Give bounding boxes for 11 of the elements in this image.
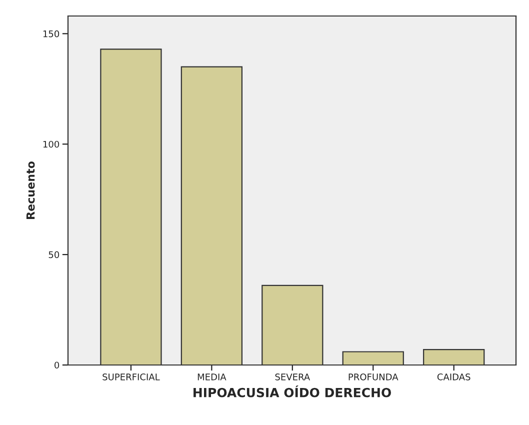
x-tick-label: CAIDAS: [437, 373, 470, 380]
y-tick-label: 150: [43, 30, 60, 38]
x-tick-label: PROFUNDA: [348, 373, 398, 380]
x-tick-label: MEDIA: [198, 374, 226, 380]
y-axis-title: Recuento: [26, 161, 35, 219]
x-tick-label: SUPERFICIAL: [102, 373, 160, 380]
x-axis-title: HIPOACUSIA OÍDO DERECHO: [194, 386, 391, 398]
y-tick-label: 100: [43, 140, 60, 148]
y-tick-label: 0: [54, 362, 60, 369]
y-tick-label: 50: [48, 251, 60, 258]
x-tick-label: SEVERA: [275, 373, 310, 380]
